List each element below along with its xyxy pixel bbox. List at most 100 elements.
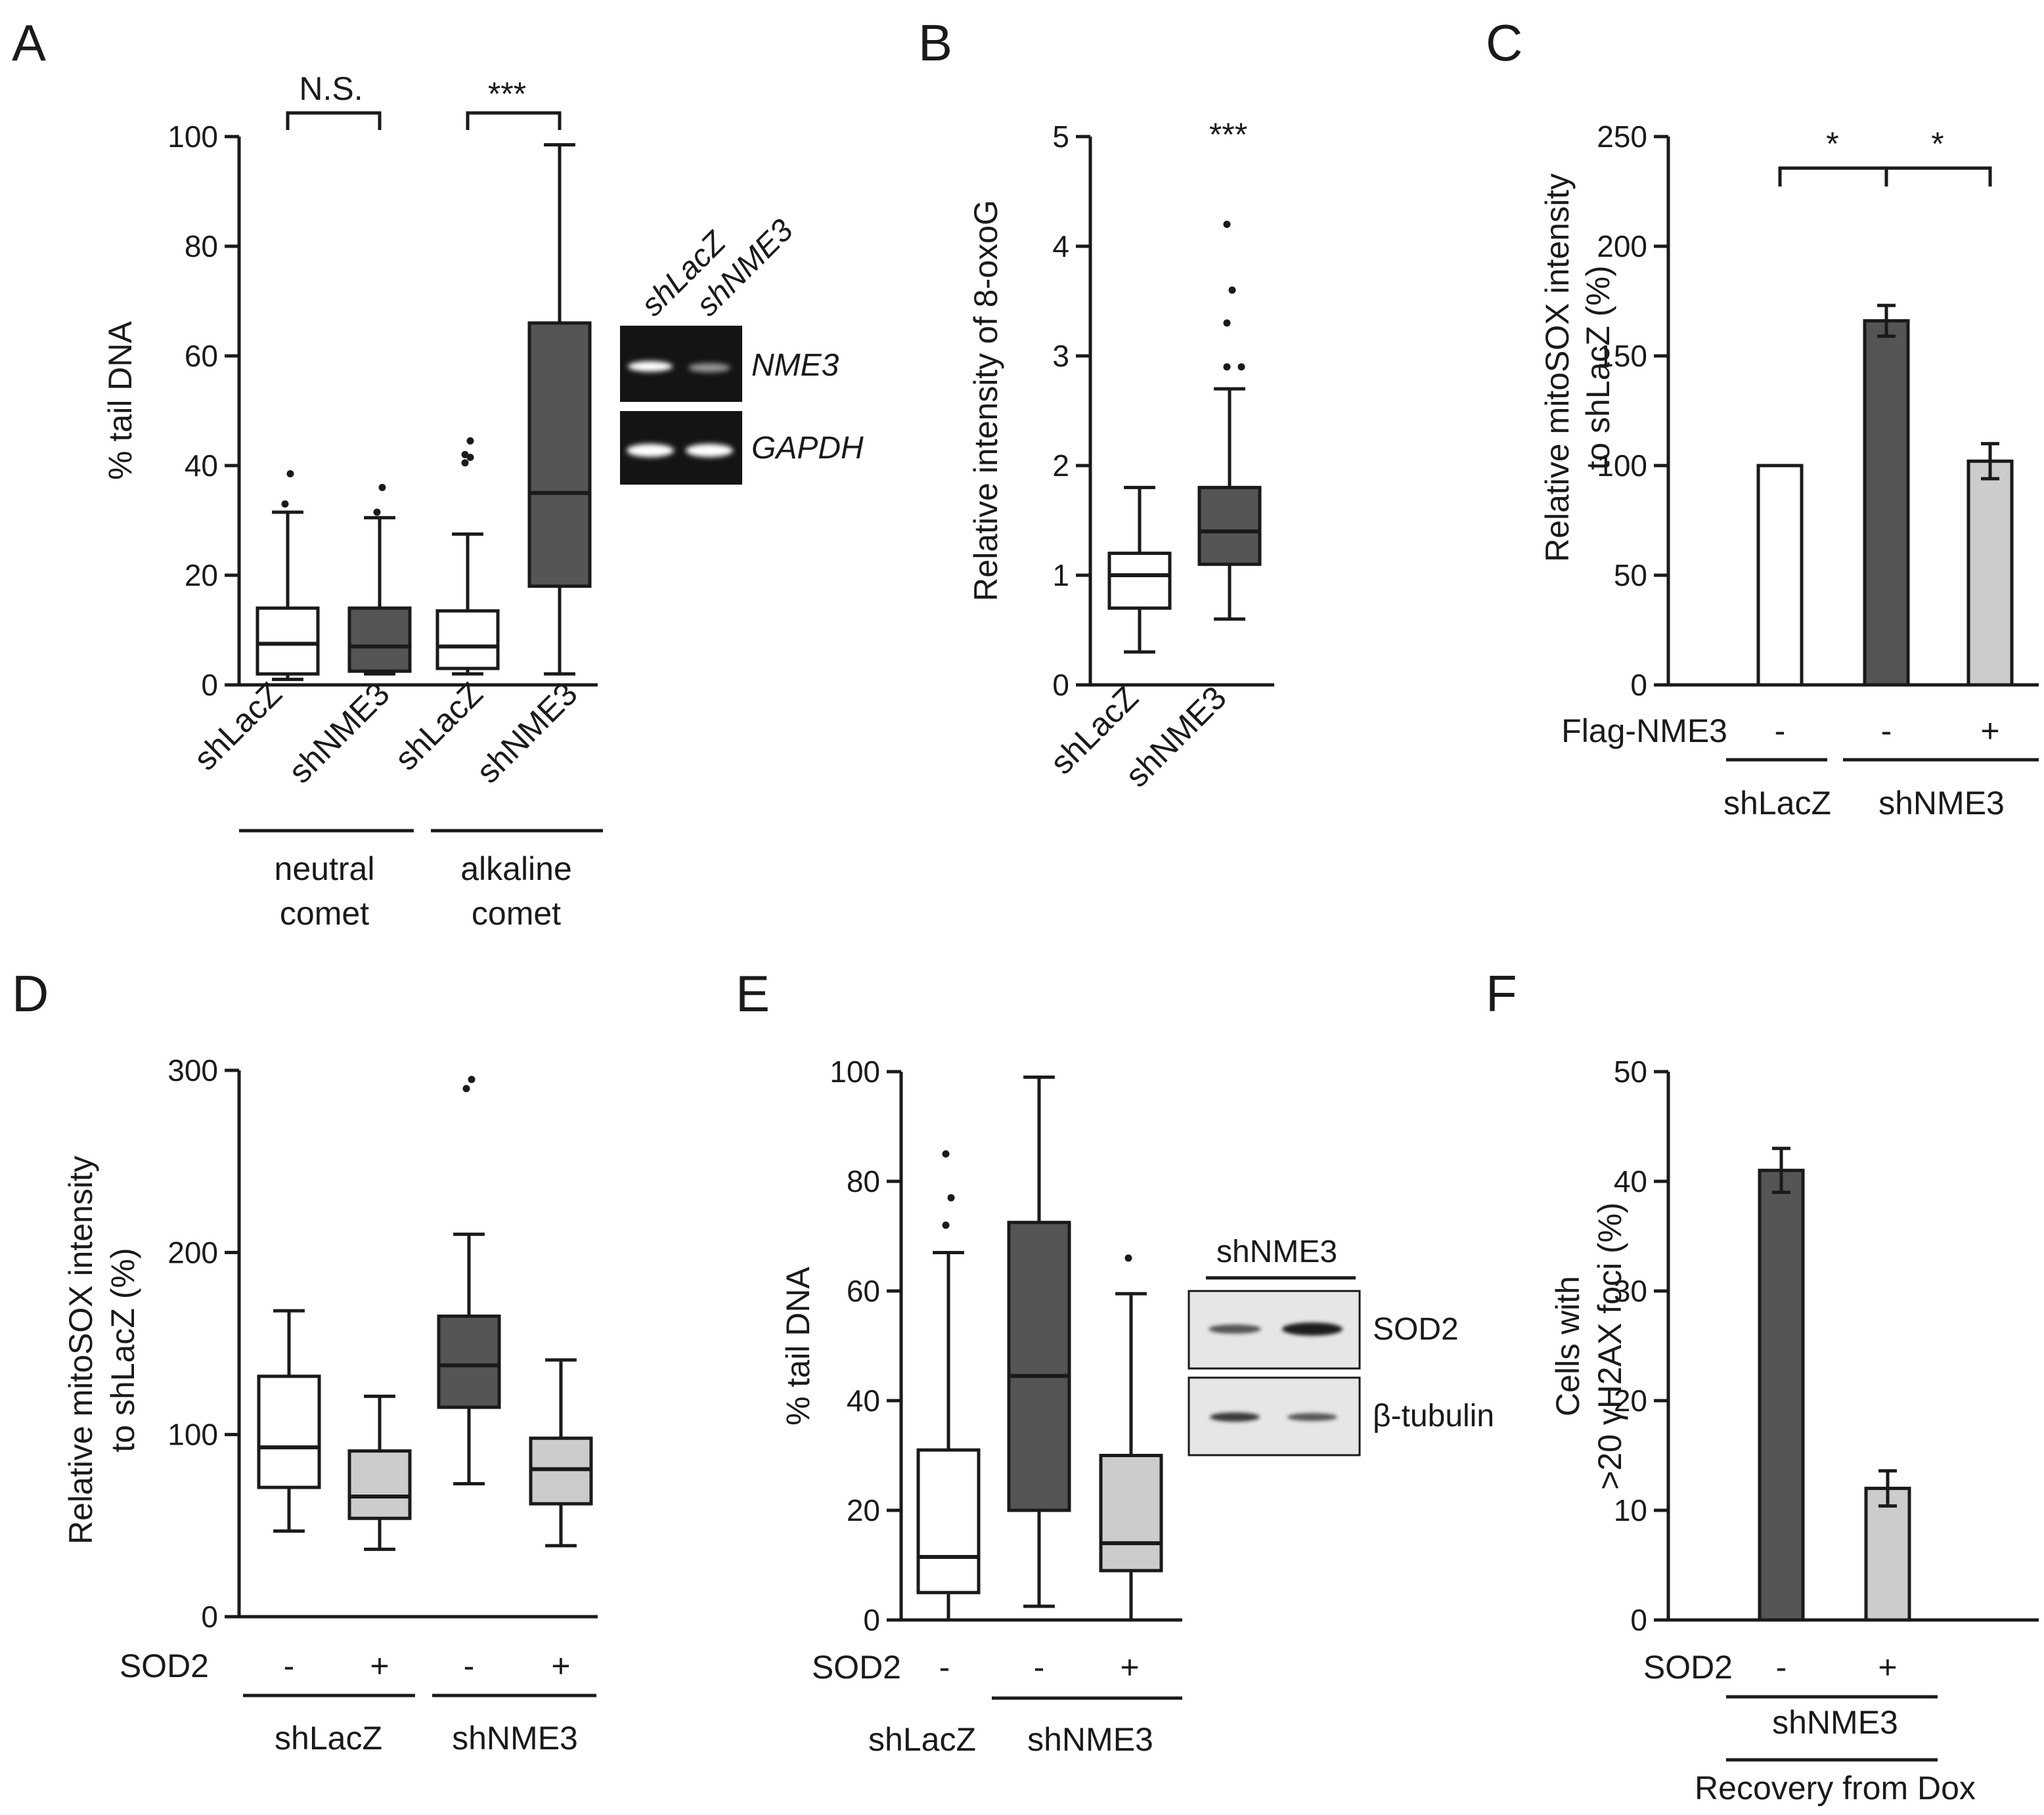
panel-e-letter: E xyxy=(736,965,770,1022)
panel-a-ytick-label-4: 80 xyxy=(185,229,218,263)
panel-d-y-label-line-1: Relative mitoSOX intensity xyxy=(62,1156,99,1544)
panel-d-box-0 xyxy=(257,1374,321,1489)
panel-f-bar-0 xyxy=(1758,1168,1805,1622)
panel-f-ytick-label-5: 50 xyxy=(1614,1055,1647,1089)
panel-e-box-1 xyxy=(1007,1221,1071,1512)
panel-c-ytick-label-5: 250 xyxy=(1597,120,1647,154)
panel-d-ytick-label-0: 0 xyxy=(201,1600,218,1634)
gel-band-gapdh-shlacz xyxy=(627,444,674,457)
blot-row-label-sod2: SOD2 xyxy=(1373,1312,1459,1347)
blot-band-tubulin-lane-2 xyxy=(1287,1413,1337,1421)
panel-b-sig: *** xyxy=(1209,116,1247,153)
panel-a-ytick-label-0: 0 xyxy=(201,668,218,702)
panel-d-condition-label: SOD2 xyxy=(120,1648,209,1684)
panel-f-cond-2: + xyxy=(1878,1649,1897,1686)
panel-d-marks xyxy=(243,1076,596,1697)
panel-f-footer: Recovery from Dox xyxy=(1695,1770,1976,1806)
panel-f-bar-1 xyxy=(1864,1487,1911,1622)
panel-b-ytick-label-1: 1 xyxy=(1052,558,1069,592)
panel-e-blot-inset: shNME3 SOD2 β-tubulin xyxy=(1188,1235,1494,1456)
panel-e-box-0 xyxy=(916,1448,981,1594)
panel-d-axes: 0 100 200 300 xyxy=(167,1053,598,1634)
panel-c-ytick-label-1: 50 xyxy=(1614,558,1647,592)
panel-e-box-0-outlier-1 xyxy=(947,1194,955,1202)
panel-f-letter: F xyxy=(1486,965,1517,1022)
panel-a-gel-inset: shLacZ shNME3 NME3 GAPDH xyxy=(620,213,864,485)
panel-f-condition-label: SOD2 xyxy=(1643,1649,1733,1686)
panel-c-bar-1 xyxy=(1863,319,1910,687)
panel-b-ytick-label-4: 4 xyxy=(1052,229,1069,263)
panel-f-ytick-label-0: 0 xyxy=(1630,1603,1647,1637)
panel-d-box-2 xyxy=(437,1314,501,1409)
blot-band-sod2-lane-1 xyxy=(1209,1324,1261,1334)
panel-a-sig-bracket-0 xyxy=(286,111,382,130)
panel-a-group-1-line-2: comet xyxy=(280,895,369,932)
panel-a-box-1-outlier-0 xyxy=(373,508,381,516)
panel-d-ytick-label-1: 100 xyxy=(167,1418,218,1452)
panel-f-cond-1: - xyxy=(1776,1649,1787,1686)
panel-d-letter: D xyxy=(12,965,49,1022)
panel-a-sig-2: *** xyxy=(488,76,526,112)
panel-a-sig-bracket-1 xyxy=(466,111,562,130)
panel-a-cat-4: shNME3 xyxy=(470,675,585,790)
panel-d-group-2: shNME3 xyxy=(452,1720,578,1757)
panel-e-condition-label: SOD2 xyxy=(812,1649,901,1686)
panel-e-group-1: shLacZ xyxy=(868,1721,976,1758)
panel-c-group-1: shLacZ xyxy=(1723,785,1831,821)
gel-row-label-nme3: NME3 xyxy=(751,348,839,383)
panel-f-ytick-label-3: 30 xyxy=(1614,1274,1647,1308)
panel-a-box-0-outlier-1 xyxy=(286,470,294,478)
panel-e-ytick-label-2: 40 xyxy=(847,1384,880,1418)
panel-b-box-1-outlier-0 xyxy=(1223,363,1231,371)
panel-b-box-1 xyxy=(1197,485,1262,566)
panel-b-ytick-label-5: 5 xyxy=(1052,120,1069,154)
panel-f-y-label-line-1: Cells with xyxy=(1549,1276,1586,1416)
panel-c-letter: C xyxy=(1486,14,1522,72)
panel-b-ytick-label-3: 3 xyxy=(1052,339,1069,373)
panel-c-sig-bracket-1 xyxy=(1884,166,1992,186)
panel-a-y-label: % tail DNA xyxy=(102,320,139,479)
panel-b-box-1-outlier-2 xyxy=(1223,319,1231,327)
panel-c-ytick-label-3: 150 xyxy=(1597,339,1647,373)
gel-band-nme3-shnme3 xyxy=(688,363,730,372)
panel-d-box-1 xyxy=(347,1449,412,1520)
panel-d-cond-3: - xyxy=(464,1648,475,1684)
panel-b-axes: 0 1 2 3 4 5 xyxy=(1052,120,1274,702)
panel-a-ytick-label-1: 20 xyxy=(185,558,218,592)
panel-a: A 0 20 40 60 80 100 % tail DNA shLacZ shNME3 … xyxy=(12,14,864,932)
panel-c-bar-0 xyxy=(1756,464,1804,687)
panel-c-cond-2: - xyxy=(1881,712,1892,749)
panel-b-ytick-label-0: 0 xyxy=(1052,668,1069,702)
blot-title: shNME3 xyxy=(1216,1235,1337,1269)
panel-c-ytick-label-2: 100 xyxy=(1597,448,1647,483)
panel-e-box-2 xyxy=(1099,1454,1163,1573)
panel-d-box-2-outlier-0 xyxy=(462,1085,470,1093)
panel-a-marks xyxy=(239,111,603,833)
panel-e: E 0 20 40 60 80 100 % tail DNA SOD2 - - + shL… xyxy=(736,965,1494,1758)
panel-a-box-3 xyxy=(527,321,592,588)
panel-c-cond-1: - xyxy=(1775,712,1786,749)
panel-a-box-2-outlier-0 xyxy=(461,459,469,467)
panel-a-ytick-label-3: 60 xyxy=(185,339,218,373)
panel-d-y-label-line-2: to shLacZ (%) xyxy=(104,1248,141,1452)
panel-d-ytick-label-3: 300 xyxy=(167,1053,218,1087)
panel-a-box-0 xyxy=(256,606,320,676)
panel-e-cond-2: - xyxy=(1034,1649,1045,1686)
panel-e-y-label: % tail DNA xyxy=(780,1266,816,1425)
panel-c-y-label-line-2: to shLacZ (%) xyxy=(1580,265,1616,470)
panel-a-box-2-outlier-2 xyxy=(461,450,469,458)
panel-e-ytick-label-1: 20 xyxy=(847,1493,880,1527)
panel-c-group-2: shNME3 xyxy=(1878,785,2005,821)
panel-b-letter: B xyxy=(918,14,952,72)
panel-a-letter: A xyxy=(12,14,46,72)
panel-f: F 0 10 20 30 40 50 Cells with >20 γH2AX foci … xyxy=(1486,965,2039,1806)
gel-band-nme3-shlacz xyxy=(628,361,673,372)
panel-d-group-1: shLacZ xyxy=(275,1720,382,1757)
panel-a-box-1-outlier-1 xyxy=(378,483,386,491)
panel-f-ytick-label-2: 20 xyxy=(1614,1384,1647,1418)
panel-c-sig-2: * xyxy=(1931,125,1944,162)
panel-e-box-2-outlier-0 xyxy=(1124,1254,1132,1262)
panel-c-cond-3: + xyxy=(1980,712,1999,749)
panel-c-y-label-line-1: Relative mitoSOX intensity xyxy=(1539,173,1576,562)
